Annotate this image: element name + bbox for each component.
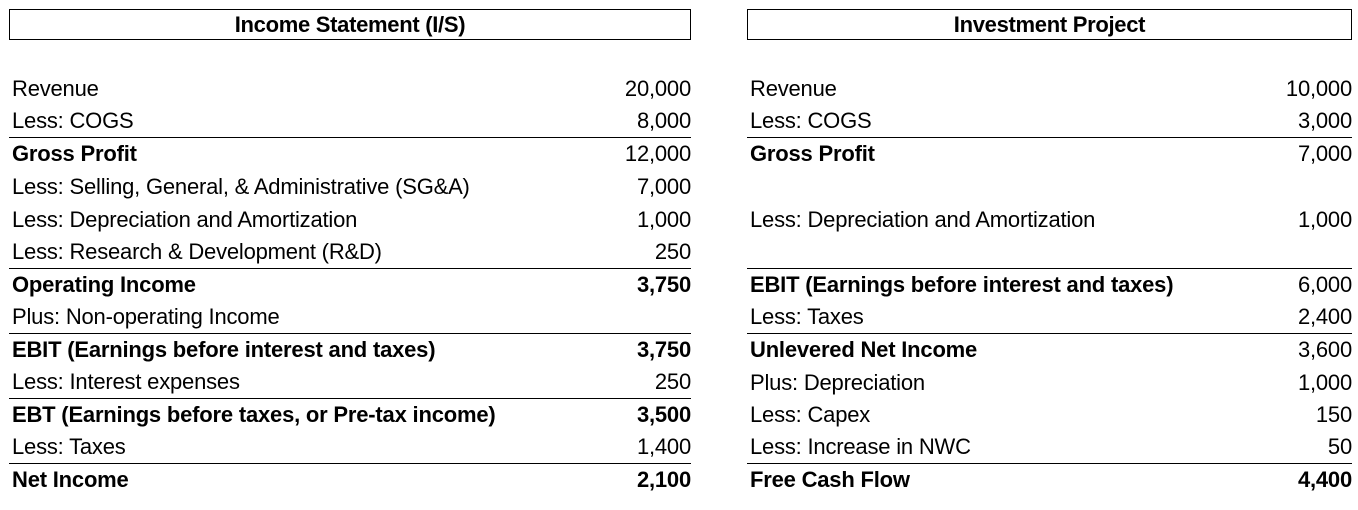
ip-row-gross-profit: Gross Profit 7,000 (747, 138, 1352, 171)
row-label: Unlevered Net Income (750, 337, 978, 363)
row-value: 3,000 (1297, 108, 1352, 134)
ip-row-blank-1 (747, 171, 1352, 204)
row-value: 2,400 (1297, 303, 1352, 329)
row-label: Less: Selling, General, & Administrative… (12, 174, 470, 200)
is-row-operating-income: Operating Income 3,750 (9, 269, 691, 302)
is-row-rnd: Less: Research & Development (R&D) 250 (9, 236, 691, 269)
row-value: 7,000 (1297, 141, 1352, 167)
row-label: Gross Profit (12, 141, 137, 167)
row-label: Less: Research & Development (R&D) (12, 238, 382, 264)
row-value: 3,750 (636, 337, 691, 363)
investment-project-panel: Investment Project Revenue 10,000 Less: … (747, 9, 1352, 492)
row-label: Less: Increase in NWC (750, 434, 971, 460)
row-value: 4,400 (1297, 467, 1352, 493)
is-row-taxes: Less: Taxes 1,400 (9, 432, 691, 465)
ip-row-nwc: Less: Increase in NWC 50 (747, 432, 1352, 465)
ip-row-capex: Less: Capex 150 (747, 399, 1352, 432)
ip-row-ebit: EBIT (Earnings before interest and taxes… (747, 269, 1352, 302)
ip-row-revenue: Revenue 10,000 (747, 73, 1352, 106)
income-statement-rows: Revenue 20,000 Less: COGS 8,000 Gross Pr… (9, 73, 691, 497)
row-label: Less: Taxes (12, 434, 126, 460)
row-label: EBIT (Earnings before interest and taxes… (750, 271, 1174, 297)
row-label: Less: COGS (12, 108, 134, 134)
is-row-sga: Less: Selling, General, & Administrative… (9, 171, 691, 204)
row-label: Less: Depreciation and Amortization (750, 206, 1096, 232)
ip-row-cogs: Less: COGS 3,000 (747, 106, 1352, 139)
row-value: 3,500 (636, 402, 691, 428)
is-row-revenue: Revenue 20,000 (9, 73, 691, 106)
income-statement-panel: Income Statement (I/S) Revenue 20,000 Le… (9, 9, 691, 492)
row-label: Less: Capex (750, 402, 871, 428)
ip-row-depreciation: Less: Depreciation and Amortization 1,00… (747, 203, 1352, 236)
row-label: Less: Taxes (750, 303, 864, 329)
ip-row-unlevered-net-income: Unlevered Net Income 3,600 (747, 334, 1352, 367)
row-value: 1,000 (1297, 369, 1352, 395)
row-label: Gross Profit (750, 141, 875, 167)
row-value: 1,400 (636, 434, 691, 460)
is-row-ebit: EBIT (Earnings before interest and taxes… (9, 334, 691, 367)
row-value: 50 (1327, 434, 1352, 460)
row-value: 10,000 (1285, 76, 1352, 102)
is-row-ebt: EBT (Earnings before taxes, or Pre-tax i… (9, 399, 691, 432)
row-value: 250 (654, 238, 691, 264)
row-label: Free Cash Flow (750, 467, 910, 493)
row-label: Plus: Non-operating Income (12, 303, 280, 329)
row-value: 1,000 (636, 206, 691, 232)
row-value: 12,000 (624, 141, 691, 167)
ip-row-taxes: Less: Taxes 2,400 (747, 301, 1352, 334)
row-value: 3,750 (636, 271, 691, 297)
row-label: Net Income (12, 467, 129, 493)
ip-row-free-cash-flow: Free Cash Flow 4,400 (747, 464, 1352, 497)
row-label: Less: Depreciation and Amortization (12, 206, 358, 232)
row-label: EBIT (Earnings before interest and taxes… (12, 337, 436, 363)
is-row-interest: Less: Interest expenses 250 (9, 366, 691, 399)
is-row-net-income: Net Income 2,100 (9, 464, 691, 497)
row-label: Operating Income (12, 271, 196, 297)
ip-row-blank-2 (747, 236, 1352, 269)
is-row-non-operating-income: Plus: Non-operating Income (9, 301, 691, 334)
ip-row-plus-depreciation: Plus: Depreciation 1,000 (747, 366, 1352, 399)
row-value: 3,600 (1297, 337, 1352, 363)
row-value: 2,100 (636, 467, 691, 493)
row-label: EBT (Earnings before taxes, or Pre-tax i… (12, 402, 496, 428)
row-value: 6,000 (1297, 271, 1352, 297)
row-label: Plus: Depreciation (750, 369, 925, 395)
is-row-cogs: Less: COGS 8,000 (9, 106, 691, 139)
row-value: 150 (1315, 402, 1352, 428)
investment-project-title: Investment Project (747, 9, 1352, 40)
investment-project-rows: Revenue 10,000 Less: COGS 3,000 Gross Pr… (747, 73, 1352, 497)
is-row-gross-profit: Gross Profit 12,000 (9, 138, 691, 171)
row-value: 7,000 (636, 174, 691, 200)
row-label: Less: COGS (750, 108, 872, 134)
is-row-depreciation: Less: Depreciation and Amortization 1,00… (9, 203, 691, 236)
row-label: Revenue (750, 76, 837, 102)
row-label: Revenue (12, 76, 99, 102)
income-statement-title: Income Statement (I/S) (9, 9, 691, 40)
row-value: 20,000 (624, 76, 691, 102)
row-value: 250 (654, 369, 691, 395)
row-label: Less: Interest expenses (12, 369, 240, 395)
row-value: 8,000 (636, 108, 691, 134)
row-value: 1,000 (1297, 206, 1352, 232)
